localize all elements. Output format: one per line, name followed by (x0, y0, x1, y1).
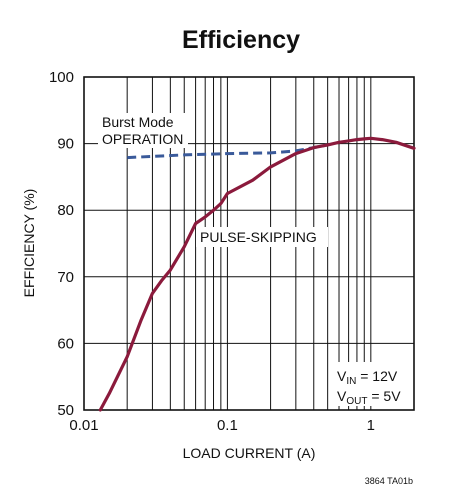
burst-label-bg (98, 113, 188, 148)
series (98, 136, 416, 412)
vout-prefix: V (337, 388, 347, 404)
y-tick-label: 70 (57, 269, 74, 286)
voltage-label-bg (333, 362, 411, 406)
vin-label: VIN = 12V (337, 368, 398, 387)
vin-sub: IN (346, 376, 356, 387)
operation-label: OPERATION (102, 131, 183, 147)
x-axis-label: LOAD CURRENT (A) (183, 445, 316, 461)
vout-value: = 5V (367, 388, 401, 404)
chart-title: Efficiency (182, 26, 300, 54)
x-tick-label: 0.01 (69, 417, 98, 434)
y-tick-label: 100 (49, 69, 74, 86)
vin-prefix: V (337, 368, 347, 384)
y-tick-label: 80 (57, 202, 74, 219)
plot-frame (83, 76, 415, 411)
pulse-skipping-label: PULSE-SKIPPING (200, 229, 317, 245)
vout-label: VOUT = 5V (337, 388, 401, 407)
y-tick-label: 60 (57, 335, 74, 352)
figure-id: 3864 TA01b (365, 476, 413, 486)
vin-value: = 12V (356, 368, 398, 384)
x-tick-labels: 0.01 0.1 1 (69, 417, 375, 434)
burst-mode-label: Burst Mode (102, 114, 174, 130)
x-tick-label: 0.1 (217, 417, 238, 434)
y-tick-label: 90 (57, 136, 74, 153)
pulse-skipping-curve (98, 136, 416, 412)
vout-sub: OUT (346, 396, 367, 407)
y-tick-label: 50 (57, 402, 74, 419)
pulse-label-bg (196, 227, 328, 247)
y-tick-labels: 50 60 70 80 90 100 (49, 69, 74, 419)
y-axis-label: EFFICIENCY (%) (21, 189, 37, 298)
x-tick-label: 1 (367, 417, 375, 434)
